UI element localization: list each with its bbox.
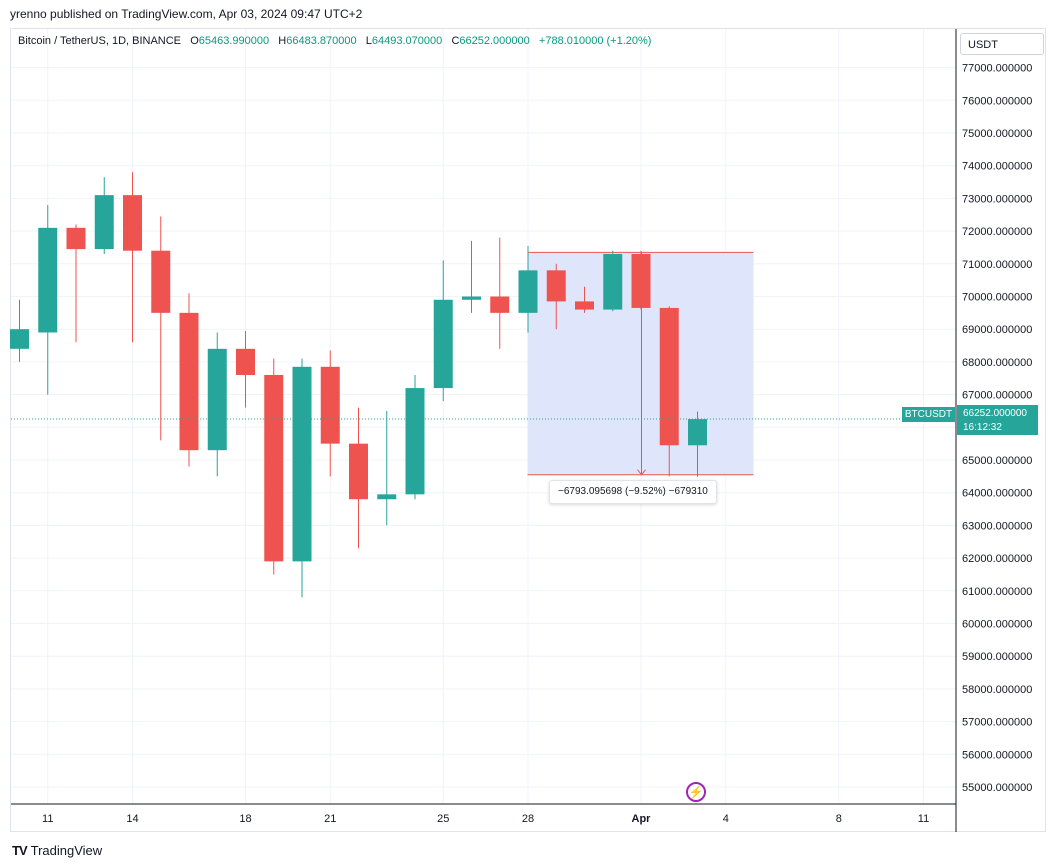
price-tick-label: 65000.000000 xyxy=(962,455,1032,467)
footer-brand: TradingView xyxy=(30,843,103,858)
candle-body xyxy=(10,329,29,349)
candle-body xyxy=(518,270,538,313)
time-tick-label: 8 xyxy=(836,813,842,825)
time-tick-label: 25 xyxy=(437,813,449,825)
candle-body xyxy=(320,366,340,444)
candle-body xyxy=(659,307,679,446)
lightning-icon[interactable]: ⚡ xyxy=(686,782,706,802)
legend-close: 66252.000000 xyxy=(459,35,530,47)
price-tick-label: 68000.000000 xyxy=(962,357,1032,369)
legend-change: +788.010000 (+1.20%) xyxy=(538,35,652,47)
time-tick-label: 14 xyxy=(126,813,138,825)
time-tick-label: 4 xyxy=(723,813,729,825)
time-tick-label: 11 xyxy=(42,813,53,825)
candles xyxy=(10,172,707,598)
candle-body xyxy=(377,494,397,500)
price-tick-label: 62000.000000 xyxy=(962,553,1032,565)
price-axis[interactable]: 77000.000000 76000.000000 75000.000000 7400… xyxy=(955,29,1032,832)
candle-body xyxy=(151,250,171,313)
price-tick-label: 75000.000000 xyxy=(962,128,1032,140)
legend-open: 65463.990000 xyxy=(198,35,270,47)
candle-body xyxy=(66,227,86,250)
legend-close-label: C xyxy=(451,35,460,47)
candle-body xyxy=(462,296,481,300)
legend-high-label: H xyxy=(278,35,287,47)
candle-body xyxy=(433,299,453,389)
tradingview-logo-icon: TV xyxy=(12,843,28,858)
price-tick-label: 73000.000000 xyxy=(962,193,1032,205)
price-tick-label: 60000.000000 xyxy=(962,619,1032,631)
price-tick-label: 56000.000000 xyxy=(962,749,1032,761)
legend-open-label: O xyxy=(190,35,199,47)
price-tick-label: 70000.000000 xyxy=(962,292,1032,304)
price-tick-label: 64000.000000 xyxy=(962,488,1032,500)
legend-low: 64493.070000 xyxy=(371,35,443,47)
grid-lines xyxy=(11,29,956,804)
candle-body xyxy=(264,374,284,562)
candle-body xyxy=(123,195,142,251)
footer[interactable]: TV TradingView xyxy=(12,843,102,858)
measure-tooltip: −6793.095698 (−9.52%) −679310 xyxy=(549,480,717,504)
time-tick-label: 21 xyxy=(324,813,336,825)
candle-body xyxy=(603,253,623,310)
legend-symbol: Bitcoin / TetherUS, 1D, BINANCE xyxy=(18,35,182,47)
time-tick-label: 18 xyxy=(239,813,251,825)
ohlc-legend: Bitcoin / TetherUS, 1D, BINANCE O65463.9… xyxy=(18,35,651,47)
candle-body xyxy=(207,348,227,451)
price-tick-label: 76000.000000 xyxy=(962,95,1032,107)
candle-body xyxy=(292,366,312,562)
time-tick-label: Apr xyxy=(632,813,652,825)
price-tick-label: 61000.000000 xyxy=(962,586,1032,598)
last-price-value: 66252.000000 xyxy=(963,408,1027,419)
legend-high: 66483.870000 xyxy=(286,35,357,47)
price-tick-label: 59000.000000 xyxy=(962,651,1032,663)
price-tick-label: 72000.000000 xyxy=(962,226,1032,238)
price-tick-label: 58000.000000 xyxy=(962,684,1032,696)
price-tick-label: 74000.000000 xyxy=(962,161,1032,173)
candle-body xyxy=(631,253,651,308)
candle-body xyxy=(179,312,199,451)
candle-body xyxy=(38,227,58,333)
price-tick-label: 69000.000000 xyxy=(962,324,1032,336)
legend-low-label: L xyxy=(365,35,372,47)
currency-button[interactable]: USDT xyxy=(960,33,1044,55)
price-tick-label: 67000.000000 xyxy=(962,390,1032,402)
measure-arrow-head xyxy=(637,469,646,476)
candle-body xyxy=(688,419,707,446)
time-tick-label: 28 xyxy=(522,813,534,825)
candle-body xyxy=(236,348,255,375)
symbol-price-tag: BTCUSDT xyxy=(902,407,955,422)
candle-body xyxy=(546,270,566,302)
candle-body xyxy=(490,296,510,313)
price-tick-label: 77000.000000 xyxy=(962,63,1032,75)
price-tick-label: 57000.000000 xyxy=(962,717,1032,729)
candle-body xyxy=(94,195,114,250)
time-axis[interactable]: 11 14 18 21 25 28 Apr 4 8 11 xyxy=(11,803,956,825)
candle-body xyxy=(349,443,368,500)
price-tick-label: 63000.000000 xyxy=(962,520,1032,532)
bar-countdown: 16:12:32 xyxy=(963,422,1002,433)
candle-body xyxy=(575,301,594,310)
publisher-line: yrenno published on TradingView.com, Apr… xyxy=(10,7,363,21)
price-tick-label: 71000.000000 xyxy=(962,259,1032,271)
chart-frame xyxy=(10,28,1046,832)
last-price-tag: 66252.000000 16:12:32 xyxy=(957,405,1038,435)
candle-body xyxy=(405,388,425,495)
time-tick-label: 11 xyxy=(918,813,929,825)
price-tick-label: 55000.000000 xyxy=(962,782,1032,794)
